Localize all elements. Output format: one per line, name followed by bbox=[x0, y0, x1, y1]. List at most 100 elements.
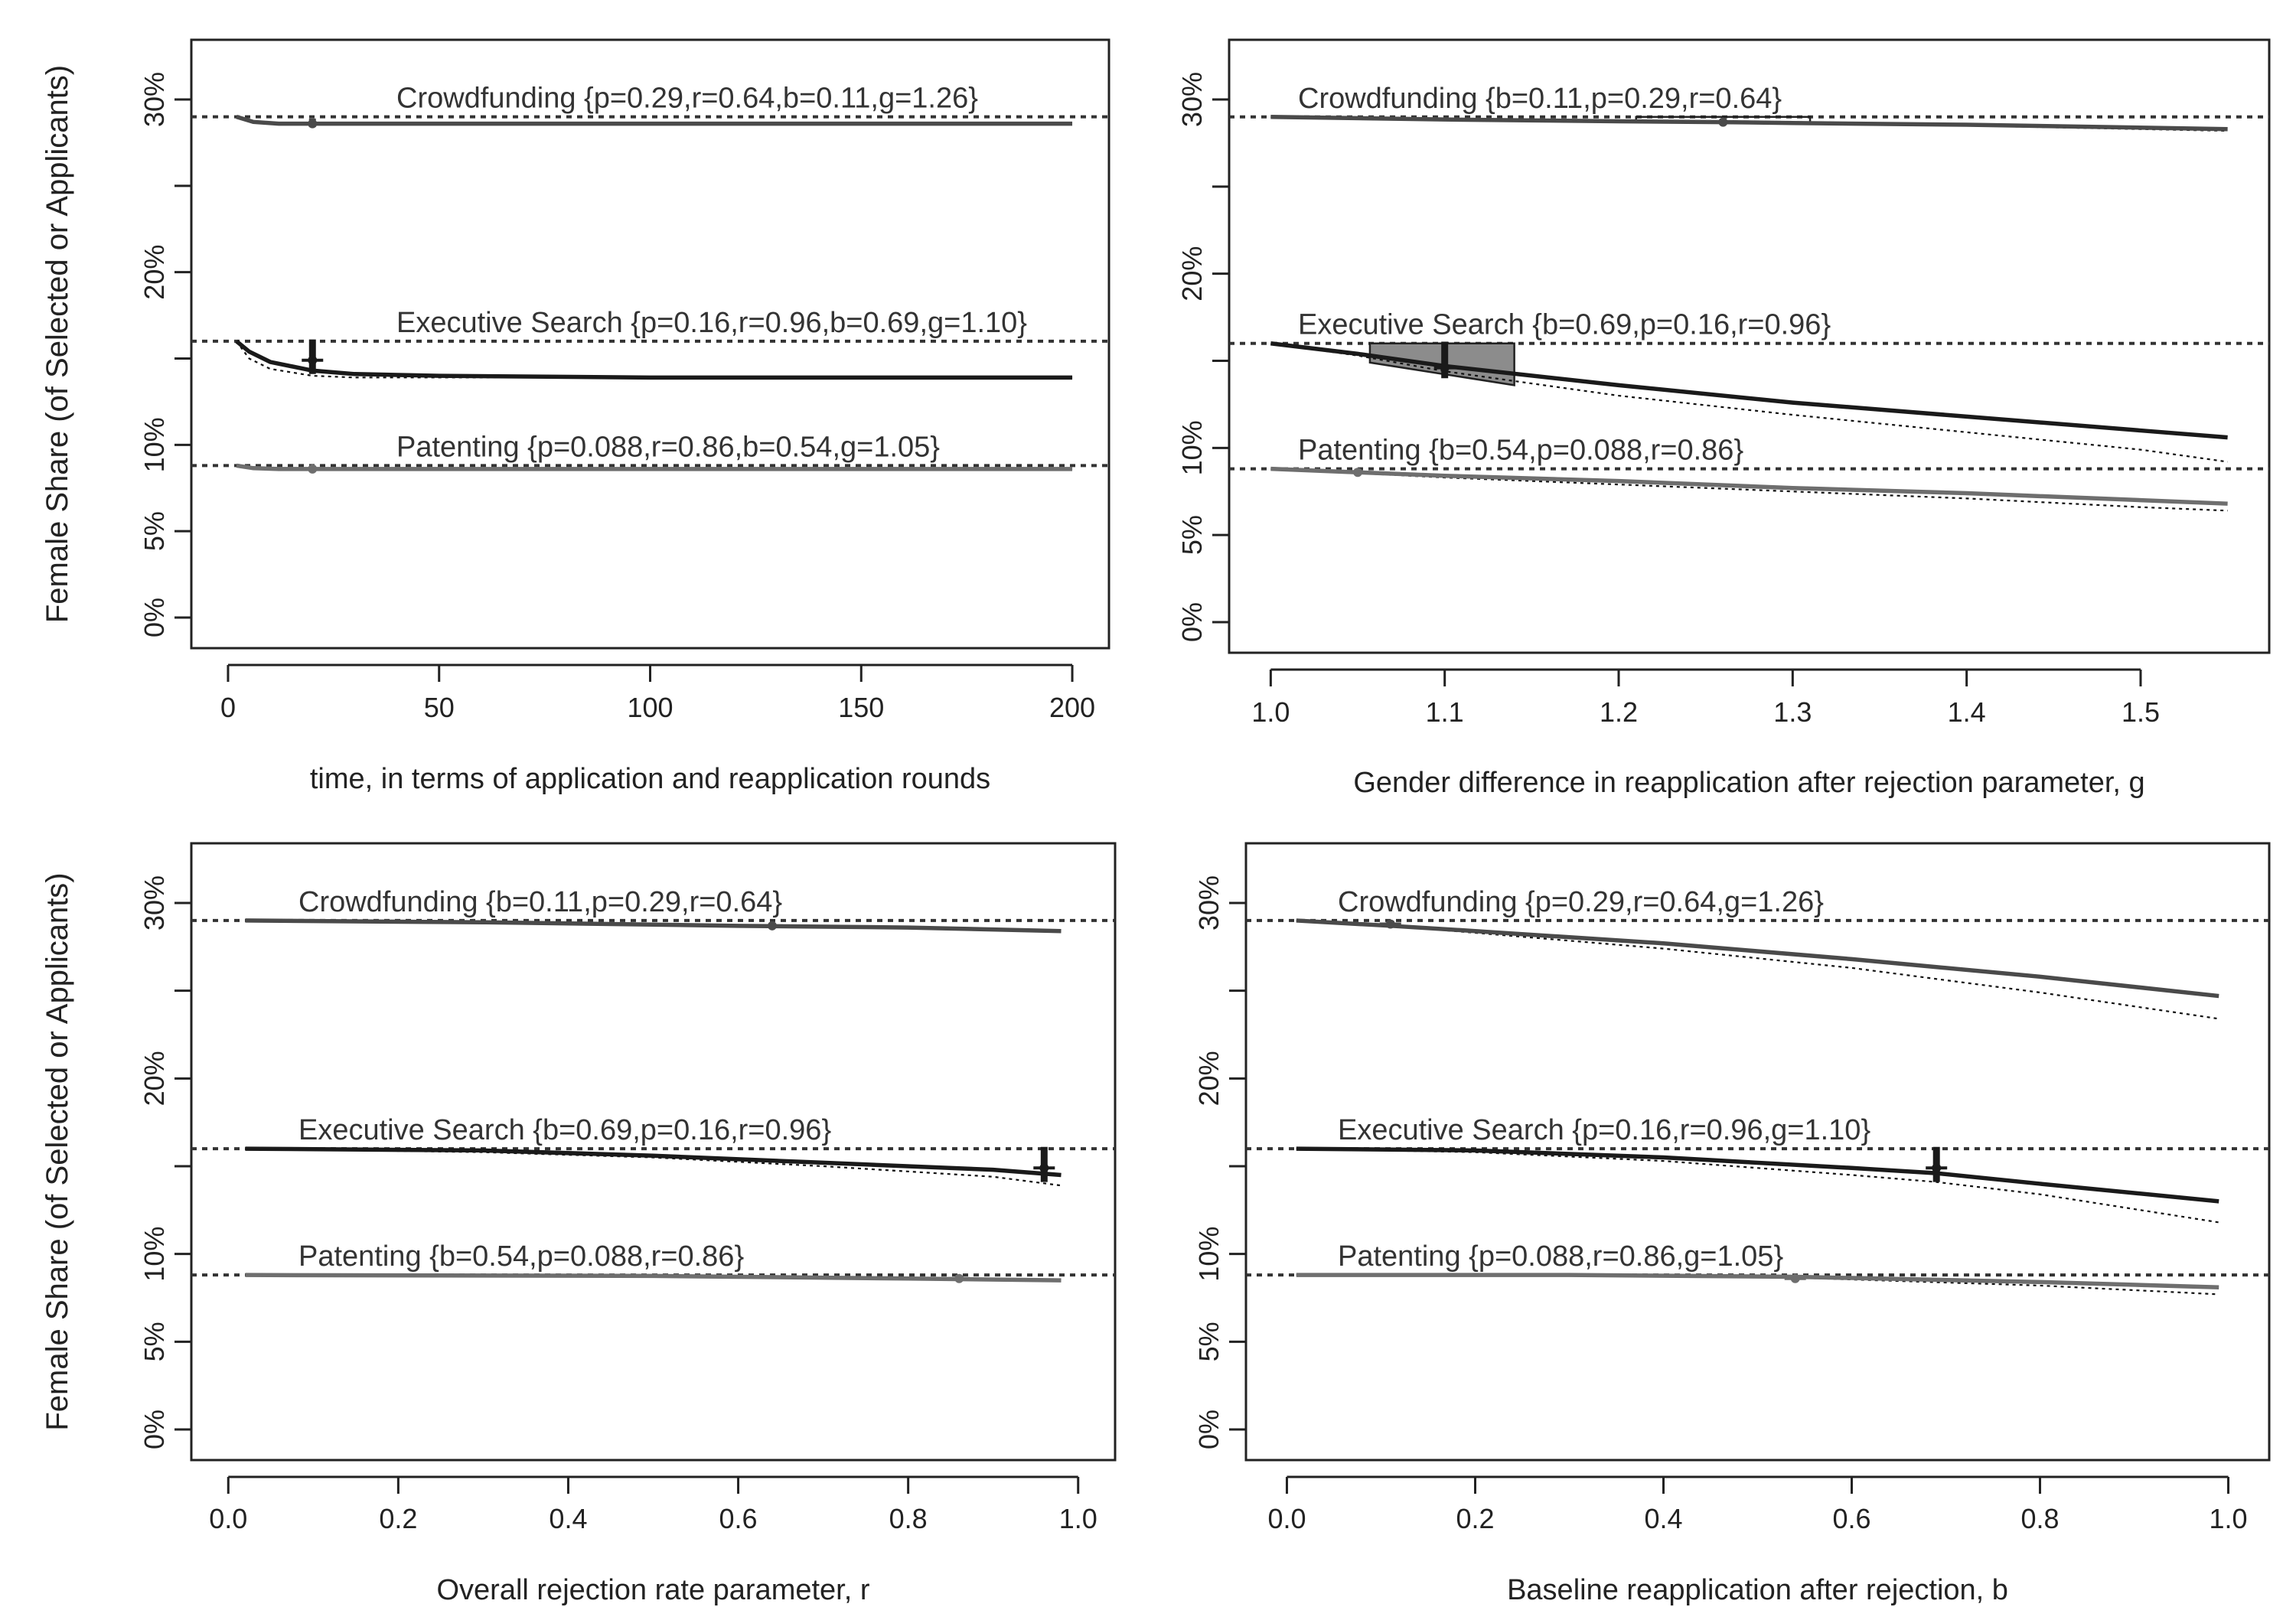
x-axis-title: time, in terms of application and reappl… bbox=[310, 763, 990, 795]
series-label: Patenting {b=0.54,p=0.088,r=0.86} bbox=[298, 1240, 744, 1273]
selected-line bbox=[235, 339, 1073, 380]
series-crowdfunding: Crowdfunding {p=0.29,r=0.64,b=0.11,g=1.2… bbox=[191, 83, 1109, 129]
x-tick-label: 0.2 bbox=[379, 1503, 417, 1534]
marker-point bbox=[308, 464, 318, 474]
applicants-line bbox=[245, 1147, 1062, 1187]
selected-line bbox=[236, 463, 1073, 471]
panel-3: 0% 5% 10% 20% 30% 0.0 0.2 0.4 0.6 0.8 1.0 Overall r… bbox=[41, 842, 1117, 1606]
series-patenting: Patenting {b=0.54,p=0.088,r=0.86} bbox=[1229, 435, 2269, 512]
marker-point bbox=[308, 119, 318, 129]
x-tick-label: 0.4 bbox=[549, 1503, 587, 1534]
y-tick-label: 0% bbox=[1193, 1410, 1225, 1449]
plot-frame bbox=[1244, 842, 2271, 1462]
y-tick-label: 5% bbox=[1193, 1322, 1225, 1361]
applicants-line bbox=[1296, 1147, 2219, 1224]
y-tick-label: 30% bbox=[1176, 72, 1208, 127]
selected-line bbox=[245, 1273, 1062, 1283]
selected-line bbox=[245, 918, 1062, 934]
x-tick-label: 1.5 bbox=[2122, 696, 2160, 728]
x-tick-label: 1.0 bbox=[1059, 1503, 1097, 1534]
x-tick-label: 1.2 bbox=[1600, 696, 1638, 728]
series-label: Executive Search {p=0.16,r=0.96,g=1.10} bbox=[1338, 1114, 1870, 1146]
series-label: Patenting {b=0.54,p=0.088,r=0.86} bbox=[1298, 435, 1743, 467]
x-tick-label: 1.1 bbox=[1426, 696, 1464, 728]
series-executive: Executive Search {p=0.16,r=0.96,g=1.10} bbox=[1246, 1114, 2269, 1224]
x-tick-label: 0.8 bbox=[2020, 1503, 2059, 1534]
selected-line bbox=[245, 1146, 1062, 1178]
x-axis-title: Overall rejection rate parameter, r bbox=[436, 1574, 869, 1606]
marker-point bbox=[1385, 919, 1395, 929]
x-axis-title: Baseline reapplication after rejection, … bbox=[1507, 1574, 2008, 1606]
applicants-line bbox=[236, 341, 1073, 379]
x-tick-label: 50 bbox=[424, 692, 455, 723]
x-tick-label: 0.4 bbox=[1644, 1503, 1682, 1534]
selected-line bbox=[1296, 1146, 2219, 1204]
y-tick-label: 0% bbox=[139, 1410, 170, 1449]
series-label: Executive Search {b=0.69,p=0.16,r=0.96} bbox=[1298, 309, 1831, 341]
y-tick-label: 20% bbox=[139, 245, 170, 300]
series-label: Crowdfunding {b=0.11,p=0.29,r=0.64} bbox=[1298, 83, 1782, 115]
applicants-line bbox=[1270, 342, 2228, 463]
selected-line bbox=[1270, 115, 2228, 132]
series-label: Crowdfunding {p=0.29,r=0.64,b=0.11,g=1.2… bbox=[396, 83, 978, 115]
panel-4: 0% 5% 10% 20% 30% 0.0 0.2 0.4 0.6 0.8 1.0 Baseline … bbox=[1193, 842, 2271, 1606]
selected-line bbox=[236, 114, 1073, 126]
y-tick-label: 30% bbox=[139, 875, 170, 931]
y-tick-label: 10% bbox=[1193, 1227, 1225, 1282]
plot-frame bbox=[190, 842, 1117, 1462]
y-tick-label: 20% bbox=[1176, 246, 1208, 302]
y-tick-label: 0% bbox=[1176, 602, 1208, 642]
y-tick-label: 0% bbox=[139, 598, 170, 637]
marker-point bbox=[1790, 1273, 1800, 1283]
marker-point bbox=[1039, 1163, 1049, 1173]
series-patenting: Patenting {p=0.088,r=0.86,g=1.05} bbox=[1246, 1240, 2269, 1296]
y-tick-label: 20% bbox=[139, 1051, 170, 1106]
marker-point bbox=[1353, 468, 1363, 478]
series-executive: Executive Search {b=0.69,p=0.16,r=0.96} bbox=[1229, 309, 2269, 463]
x-tick-label: 0.0 bbox=[1267, 1503, 1306, 1534]
y-tick-label: 10% bbox=[139, 417, 170, 472]
series-label: Executive Search {b=0.69,p=0.16,r=0.96} bbox=[298, 1114, 831, 1146]
x-tick-label: 0.6 bbox=[719, 1503, 758, 1534]
x-tick-label: 0 bbox=[220, 692, 236, 723]
y-tick-label: 5% bbox=[1176, 515, 1208, 555]
y-tick-label: 5% bbox=[139, 1322, 170, 1361]
x-tick-label: 1.0 bbox=[1251, 696, 1290, 728]
series-label: Patenting {p=0.088,r=0.86,b=0.54,g=1.05} bbox=[396, 431, 940, 463]
y-axis-title: Female Share (of Selected or Applicants) bbox=[41, 872, 74, 1430]
x-tick-label: 100 bbox=[627, 692, 673, 723]
marker-point bbox=[767, 921, 777, 931]
applicants-line bbox=[1296, 919, 2219, 1020]
series-label: Executive Search {p=0.16,r=0.96,b=0.69,g… bbox=[396, 307, 1027, 339]
marker-point bbox=[308, 355, 318, 365]
marker-point bbox=[954, 1273, 964, 1283]
y-tick-label: 5% bbox=[139, 511, 170, 551]
panel-1: 0% 5% 10% 20% 30% 0 50 100 150 200 time, in terms … bbox=[41, 38, 1110, 795]
marker-point bbox=[1718, 117, 1728, 127]
x-tick-label: 150 bbox=[838, 692, 884, 723]
series-crowdfunding: Crowdfunding {p=0.29,r=0.64,g=1.26} bbox=[1246, 886, 2269, 1020]
series-label: Crowdfunding {p=0.29,r=0.64,g=1.26} bbox=[1338, 886, 1824, 918]
marker-point bbox=[1440, 363, 1450, 373]
series-executive: Executive Search {b=0.69,p=0.16,r=0.96} bbox=[191, 1114, 1115, 1187]
x-tick-label: 0.6 bbox=[1832, 1503, 1870, 1534]
x-tick-label: 0.2 bbox=[1456, 1503, 1494, 1534]
marker-point bbox=[1932, 1163, 1942, 1173]
panel-2: 0% 5% 10% 20% 30% 1.0 1.1 1.2 1.3 1.4 1.5 Gender di… bbox=[1176, 38, 2271, 799]
series-patenting: Patenting {b=0.54,p=0.088,r=0.86} bbox=[191, 1240, 1115, 1283]
x-tick-label: 1.3 bbox=[1773, 696, 1812, 728]
series-patenting: Patenting {p=0.088,r=0.86,b=0.54,g=1.05} bbox=[191, 431, 1109, 474]
x-tick-label: 1.4 bbox=[1948, 696, 1986, 728]
y-axis-title: Female Share (of Selected or Applicants) bbox=[41, 65, 74, 623]
y-tick-label: 10% bbox=[1176, 420, 1208, 475]
y-tick-label: 20% bbox=[1193, 1051, 1225, 1106]
applicants-line bbox=[1270, 468, 2228, 512]
x-tick-label: 0.8 bbox=[889, 1503, 928, 1534]
selected-line bbox=[1270, 466, 2228, 506]
y-tick-label: 10% bbox=[139, 1227, 170, 1282]
x-axis-title: Gender difference in reapplication after… bbox=[1353, 767, 2144, 799]
x-tick-label: 200 bbox=[1049, 692, 1095, 723]
selected-line bbox=[1296, 1273, 2219, 1289]
series-label: Crowdfunding {b=0.11,p=0.29,r=0.64} bbox=[298, 886, 782, 918]
